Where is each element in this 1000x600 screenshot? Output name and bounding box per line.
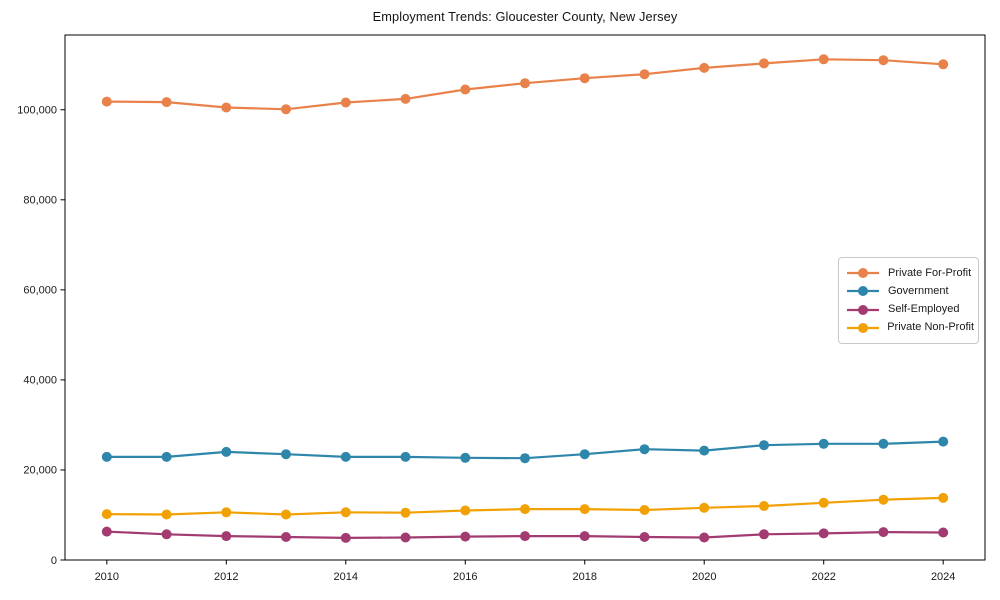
legend-item: Self-Employed <box>846 304 974 316</box>
data-point-marker <box>520 531 530 542</box>
data-point-marker <box>460 84 471 95</box>
legend-label: Self-Employed <box>888 303 960 316</box>
data-point-marker <box>221 531 232 542</box>
data-point-marker <box>281 509 291 520</box>
data-point-marker <box>699 532 710 543</box>
data-point-marker <box>639 444 650 455</box>
data-point-marker <box>818 54 829 65</box>
data-point-marker <box>281 104 291 115</box>
data-point-marker <box>400 507 411 518</box>
data-point-marker <box>878 55 889 66</box>
data-point-marker <box>878 438 889 449</box>
data-point-marker <box>938 59 949 70</box>
legend-marker-icon <box>847 268 879 279</box>
data-point-marker <box>281 449 291 460</box>
data-point-marker <box>639 69 650 80</box>
data-point-marker <box>221 102 232 113</box>
x-tick-label: 2020 <box>692 571 716 583</box>
x-tick-label: 2012 <box>214 571 238 583</box>
y-tick-label: 40,000 <box>23 375 57 387</box>
data-point-marker <box>340 507 351 518</box>
x-tick-label: 2014 <box>334 571 358 583</box>
data-point-marker <box>400 532 411 543</box>
data-point-marker <box>759 529 769 540</box>
y-tick-label: 80,000 <box>23 195 57 207</box>
data-point-marker <box>818 528 829 539</box>
data-point-marker <box>161 529 172 540</box>
data-point-marker <box>221 446 232 457</box>
data-point-marker <box>759 440 769 451</box>
x-tick-label: 2010 <box>95 571 119 583</box>
data-point-marker <box>221 507 232 518</box>
legend-item: Private Non-Profit <box>846 322 974 334</box>
data-point-marker <box>579 73 590 84</box>
data-point-marker <box>699 62 710 73</box>
data-point-marker <box>340 451 351 462</box>
data-point-marker <box>938 527 949 538</box>
data-point-marker <box>520 78 530 89</box>
data-point-marker <box>101 509 112 520</box>
data-point-marker <box>460 531 471 542</box>
y-tick-label: 0 <box>51 555 57 567</box>
data-point-marker <box>460 452 471 463</box>
legend-marker-icon <box>847 304 879 315</box>
x-tick-label: 2018 <box>572 571 596 583</box>
data-point-marker <box>579 449 590 460</box>
data-point-marker <box>759 58 769 69</box>
data-point-marker <box>878 527 889 538</box>
data-point-marker <box>161 509 172 520</box>
data-point-marker <box>579 531 590 542</box>
legend-marker-icon <box>847 322 879 333</box>
data-point-marker <box>639 532 650 542</box>
data-point-marker <box>938 436 949 447</box>
data-point-marker <box>161 97 172 108</box>
data-point-marker <box>818 438 829 449</box>
data-point-marker <box>579 504 590 515</box>
x-tick-label: 2024 <box>931 571 955 583</box>
legend-label: Private Non-Profit <box>887 321 974 334</box>
data-point-marker <box>400 93 411 104</box>
data-point-marker <box>400 451 411 462</box>
data-point-marker <box>161 451 172 462</box>
data-point-marker <box>340 532 351 543</box>
data-point-marker <box>340 97 351 108</box>
data-point-marker <box>878 494 889 505</box>
data-point-marker <box>101 96 112 107</box>
y-tick-label: 20,000 <box>23 465 57 477</box>
chart-title: Employment Trends: Gloucester County, Ne… <box>372 9 678 24</box>
legend-marker-icon <box>847 286 879 297</box>
data-point-marker <box>101 451 112 462</box>
y-tick-label: 100,000 <box>17 105 57 117</box>
data-point-marker <box>818 497 829 508</box>
x-tick-label: 2016 <box>453 571 477 583</box>
data-point-marker <box>699 445 710 456</box>
plot-border <box>64 34 986 561</box>
x-tick-label: 2022 <box>811 571 835 583</box>
y-tick-label: 60,000 <box>23 285 57 297</box>
data-point-marker <box>938 492 949 503</box>
legend-label: Government <box>888 284 949 297</box>
legend: Private For-Profit Government Self-Employe… <box>838 257 979 344</box>
legend-label: Private For-Profit <box>888 266 972 279</box>
data-point-marker <box>639 505 650 515</box>
data-point-marker <box>281 532 291 542</box>
data-point-marker <box>699 502 710 513</box>
data-point-marker <box>101 526 112 537</box>
data-point-marker <box>759 501 769 511</box>
data-point-marker <box>520 453 530 464</box>
data-point-marker <box>520 504 530 515</box>
data-point-marker <box>460 505 471 516</box>
legend-item: Private For-Profit <box>846 267 974 279</box>
legend-item: Government <box>846 285 974 297</box>
